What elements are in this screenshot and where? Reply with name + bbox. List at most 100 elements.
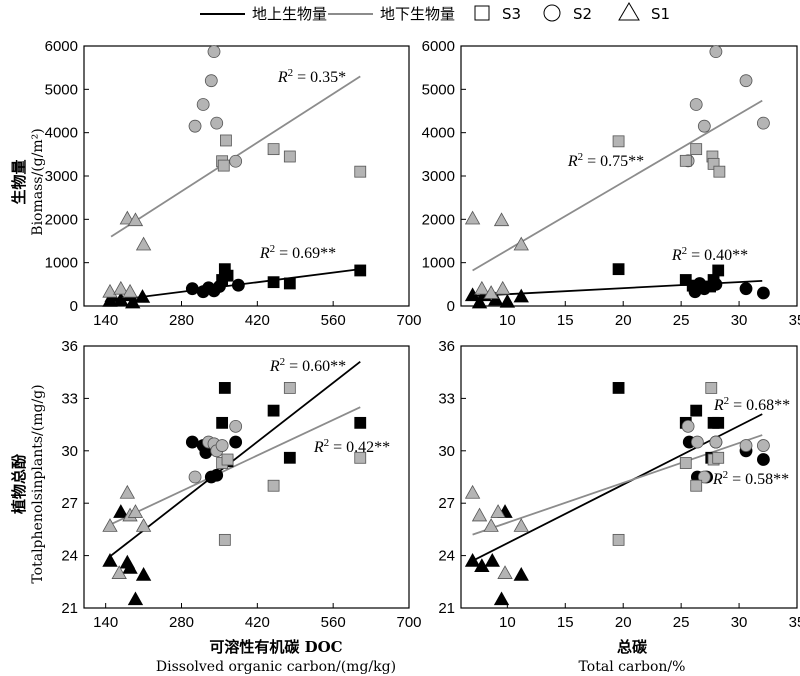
point-s3 [220,134,232,147]
point-s1 [513,518,529,532]
point-s1 [135,518,152,532]
x-tick-label: 700 [396,614,421,631]
point-s1 [102,518,118,532]
point-s2 [231,278,245,292]
x-tick-label: 560 [321,312,346,329]
y-tick-label: 30 [438,443,455,460]
point-s3 [217,159,230,172]
x-label-left-cn: 可溶性有机碳 DOC [209,638,342,656]
y-tick-label: 0 [70,298,78,315]
y-tick-label: 2000 [45,211,78,228]
point-s2 [196,98,210,111]
y-tick-label: 4000 [45,125,78,142]
point-s3 [686,279,699,292]
y-tick-label: 5000 [45,81,78,98]
point-s2 [709,435,723,449]
x-tick-label: 10 [499,614,516,631]
y-tick-label: 36 [61,338,78,355]
y-tick-label: 24 [438,548,455,565]
y-tick-label: 6000 [422,38,455,55]
point-s3 [705,382,718,394]
point-s2 [739,439,753,452]
point-s2 [739,282,753,296]
point-s3 [283,382,296,394]
point-s2 [697,119,711,133]
point-s3 [690,404,703,417]
legend-above-label: 地上生物量 [252,5,327,23]
point-s2 [188,470,202,484]
r-squared-label: R2 = 0.42** [313,437,390,456]
point-s1 [464,553,481,567]
x-tick-label: 35 [789,312,800,329]
point-s1 [490,504,506,518]
point-s3 [713,165,726,178]
point-s3 [354,416,367,429]
point-s1 [134,289,151,303]
y-tick-label: 3000 [422,168,455,185]
x-tick-label: 25 [673,614,690,631]
point-s1 [483,285,499,299]
y-tick-label: 33 [61,390,78,407]
fit-line-below [472,99,763,272]
y-tick-label: 3000 [45,168,78,185]
point-s3 [354,264,367,277]
legend-s2-circle-icon [543,4,561,22]
point-s2 [690,435,704,449]
point-s1 [513,236,529,251]
x-tick-label: 560 [321,614,346,631]
fit-line-above [110,361,361,557]
point-s2 [204,74,218,88]
point-s1 [119,484,136,499]
point-s1 [122,560,138,574]
point-s3 [221,269,234,282]
point-s1 [497,565,513,579]
x-tick-label: 20 [615,614,632,631]
point-s3 [354,165,367,178]
r-squared-label: R2 = 0.40** [671,245,748,264]
point-s3 [267,404,280,417]
point-s2 [210,116,224,130]
x-tick-label: 30 [731,312,748,329]
x-tick-label: 35 [789,614,800,631]
point-s1 [513,288,529,303]
legend-below-label: 地下生物量 [380,5,455,23]
panel-phenols_doc: 140 280 420 560 700 21 24 27 30 33 36 R2 = 0.60** R2… [61,338,421,631]
point-s2 [215,439,229,452]
point-s3 [690,479,703,492]
legend-s3-square-icon [474,5,490,21]
point-s2 [207,45,221,59]
r-squared-label: R2 = 0.35* [277,67,346,86]
point-s1 [484,553,500,567]
point-s1 [495,280,511,295]
point-s3 [221,453,234,466]
x-tick-label: 25 [673,312,690,329]
x-tick-label: 15 [557,312,574,329]
fit-line-below [472,434,763,536]
legend: 地上生物量 地下生物量 S3 S2 S1 [200,2,670,23]
point-s2 [739,74,753,88]
y-label-bottom-cn: 植物总酚 [10,453,28,514]
point-s1 [474,280,490,295]
point-s3 [612,533,625,546]
point-s1 [493,212,510,227]
point-s3 [267,276,280,289]
r-squared-label: R2 = 0.69** [259,243,336,262]
y-tick-label: 6000 [45,38,78,55]
x-tick-label: 420 [245,614,270,631]
point-s1 [474,558,490,572]
point-s2 [757,116,770,130]
legend-s1-label: S1 [651,5,670,23]
y-tick-label: 27 [438,495,455,512]
y-tick-label: 5000 [422,81,455,98]
point-s1 [499,293,516,308]
x-tick-label: 20 [615,312,632,329]
point-s1 [513,566,529,581]
point-s2 [185,435,199,449]
point-s1 [135,236,152,251]
x-tick-label: 140 [93,614,118,631]
plot-frame [460,345,798,609]
point-s1 [493,591,510,606]
point-s3 [679,457,692,469]
y-label-bottom-en: Totalphenolsinplants/(mg/g) [30,384,46,583]
